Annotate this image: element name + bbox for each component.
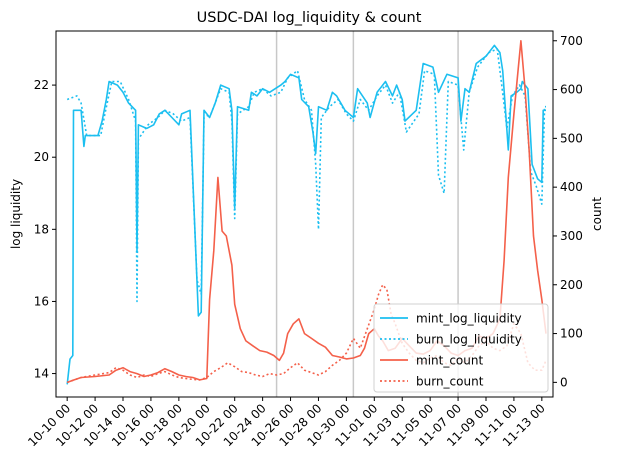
legend-entry: mint_count — [416, 354, 483, 368]
legend-entry: burn_log_liquidity — [416, 333, 522, 347]
right-tick-label: 600 — [560, 83, 583, 97]
legend-entry: mint_log_liquidity — [416, 312, 522, 326]
left-axis-label: log liquidity — [9, 179, 23, 249]
right-axis-label: count — [590, 197, 604, 231]
left-tick-label: 18 — [34, 222, 49, 236]
legend-entry: burn_count — [416, 375, 484, 389]
left-axis-ticks: 14 16 18 20 22 — [34, 78, 56, 381]
right-tick-label: 100 — [560, 327, 583, 341]
chart-title: USDC-DAI log_liquidity & count — [197, 10, 422, 26]
right-tick-label: 700 — [560, 34, 583, 48]
right-tick-label: 200 — [560, 278, 583, 292]
right-tick-label: 0 — [560, 375, 568, 389]
right-axis-ticks: 0 100 200 300 400 500 600 700 — [553, 34, 583, 389]
left-tick-label: 22 — [34, 78, 49, 92]
left-tick-label: 20 — [34, 150, 49, 164]
right-tick-label: 400 — [560, 180, 583, 194]
legend: mint_log_liquidity burn_log_liquiditymint… — [373, 303, 549, 393]
series-burn-log-liquidity — [66, 48, 546, 303]
right-tick-label: 500 — [560, 131, 583, 145]
plot-frame — [55, 30, 554, 398]
left-tick-label: 16 — [34, 294, 49, 308]
left-tick-label: 14 — [34, 367, 49, 381]
series-burn-count — [66, 284, 547, 384]
right-tick-label: 300 — [560, 229, 583, 243]
